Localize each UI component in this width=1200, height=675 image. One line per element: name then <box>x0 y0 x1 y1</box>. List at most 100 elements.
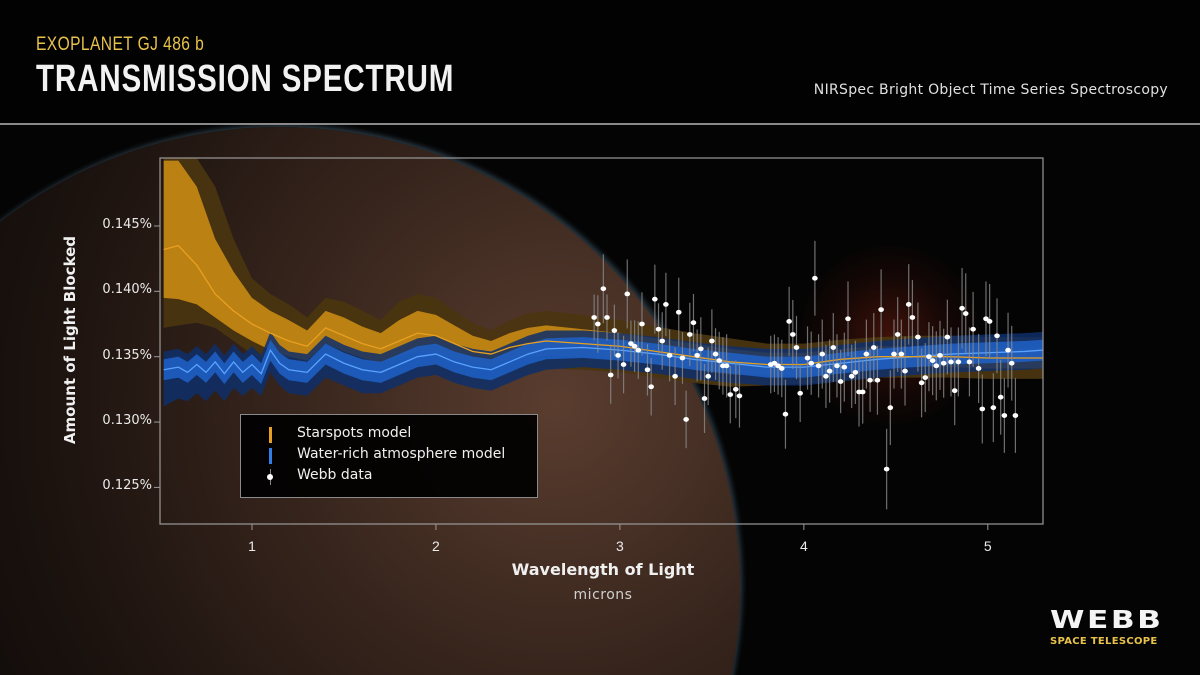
data-point <box>909 315 916 320</box>
data-point <box>679 355 686 361</box>
data-point <box>701 396 708 401</box>
data-point <box>929 358 936 364</box>
data-point <box>997 394 1004 400</box>
logo-subtitle: SPACE TELESCOPE <box>1050 636 1158 647</box>
data-point <box>639 321 645 327</box>
y-tick-label: 0.135% <box>102 347 152 363</box>
data-point <box>966 359 973 365</box>
orange-bar-icon <box>269 427 272 443</box>
data-point <box>845 316 851 322</box>
data-point <box>736 393 743 399</box>
legend-label: Water-rich atmosphere model <box>297 446 506 462</box>
data-point <box>771 360 778 366</box>
data-point <box>635 347 642 353</box>
data-point <box>962 311 969 316</box>
water-inner-band <box>163 337 1043 385</box>
data-point <box>716 358 723 364</box>
starspots-model-line <box>163 244 1043 366</box>
data-point <box>891 351 897 357</box>
data-point <box>666 352 673 358</box>
x-tick-label: 2 <box>432 538 440 554</box>
data-point <box>940 360 947 366</box>
starspots-outer-band <box>163 158 1043 387</box>
data-point <box>778 366 785 371</box>
data-point <box>694 352 700 358</box>
data-point <box>874 377 881 383</box>
data-point <box>994 333 1000 339</box>
data-point <box>894 332 901 337</box>
data-point <box>600 286 607 292</box>
water-outer-band <box>163 330 1043 407</box>
data-point <box>959 305 965 311</box>
data-point <box>878 307 884 313</box>
data-point <box>975 366 982 371</box>
data-point <box>1008 360 1015 366</box>
data-point <box>672 373 678 379</box>
data-point <box>615 352 621 358</box>
legend-label: Webb data <box>297 467 373 483</box>
legend-item-water: Water-rich atmosphere model <box>241 446 537 466</box>
plot-frame <box>159 157 1044 525</box>
kicker-title: EXOPLANET GJ 486 b <box>36 34 205 55</box>
data-point <box>663 302 669 307</box>
data-point <box>905 302 912 307</box>
data-point <box>723 363 730 369</box>
x-tick-label: 5 <box>983 538 992 554</box>
data-point <box>983 316 989 322</box>
data-point <box>887 405 894 411</box>
data-point <box>812 275 818 281</box>
data-point <box>775 363 781 369</box>
data-point <box>834 363 840 369</box>
data-point <box>830 345 837 350</box>
data-point <box>797 390 803 396</box>
x-axis-label: Wavelength of Light <box>511 560 695 579</box>
x-axis-unit: microns <box>573 587 633 603</box>
data-point <box>712 351 719 357</box>
y-tick-label: 0.125% <box>102 478 152 494</box>
data-point <box>837 379 844 384</box>
data-point <box>1005 347 1011 353</box>
page-title: TRANSMISSION SPECTRUM <box>36 58 455 100</box>
data-point <box>607 372 614 378</box>
data-point <box>951 388 958 394</box>
data-point <box>644 367 651 373</box>
data-point <box>611 328 618 333</box>
data-point <box>595 321 601 327</box>
data-point <box>709 338 715 344</box>
data-point <box>648 384 654 390</box>
data-point <box>786 318 792 324</box>
data-point <box>1012 413 1019 418</box>
data-point <box>591 315 597 320</box>
data-point <box>652 296 658 302</box>
data-point <box>620 362 627 367</box>
logo-wordmark: WEBB <box>1050 605 1164 634</box>
data-point <box>944 334 951 340</box>
data-point <box>659 338 666 344</box>
data-point <box>631 343 638 349</box>
data-point <box>782 411 789 417</box>
plot-area <box>163 158 1043 510</box>
data-point <box>926 354 932 360</box>
instrument-subtitle: NIRSpec Bright Object Time Series Spectr… <box>813 82 1168 98</box>
data-point <box>915 334 921 340</box>
header: EXOPLANET GJ 486 b TRANSMISSION SPECTRUM… <box>0 0 1200 124</box>
data-point <box>990 405 997 411</box>
data-point <box>955 359 962 365</box>
data-point <box>859 389 866 395</box>
data-point <box>970 326 976 332</box>
data-point <box>655 326 662 332</box>
y-tick-label: 0.145% <box>102 216 152 232</box>
y-tick-label: 0.130% <box>102 413 152 429</box>
blue-bar-icon <box>269 448 272 464</box>
x-tick-label: 3 <box>615 538 624 554</box>
water-model-line <box>163 346 1043 375</box>
legend-item-starspots: Starspots model <box>241 425 537 445</box>
data-point <box>705 373 711 379</box>
data-point <box>628 341 634 347</box>
data-point <box>918 380 925 386</box>
data-point <box>732 386 739 392</box>
data-point <box>687 332 693 337</box>
header-divider <box>0 123 1200 125</box>
x-tick-label: 1 <box>248 538 256 554</box>
